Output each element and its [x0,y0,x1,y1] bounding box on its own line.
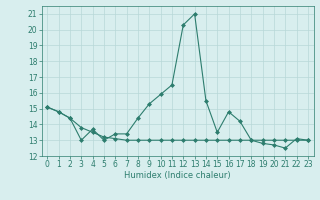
X-axis label: Humidex (Indice chaleur): Humidex (Indice chaleur) [124,171,231,180]
